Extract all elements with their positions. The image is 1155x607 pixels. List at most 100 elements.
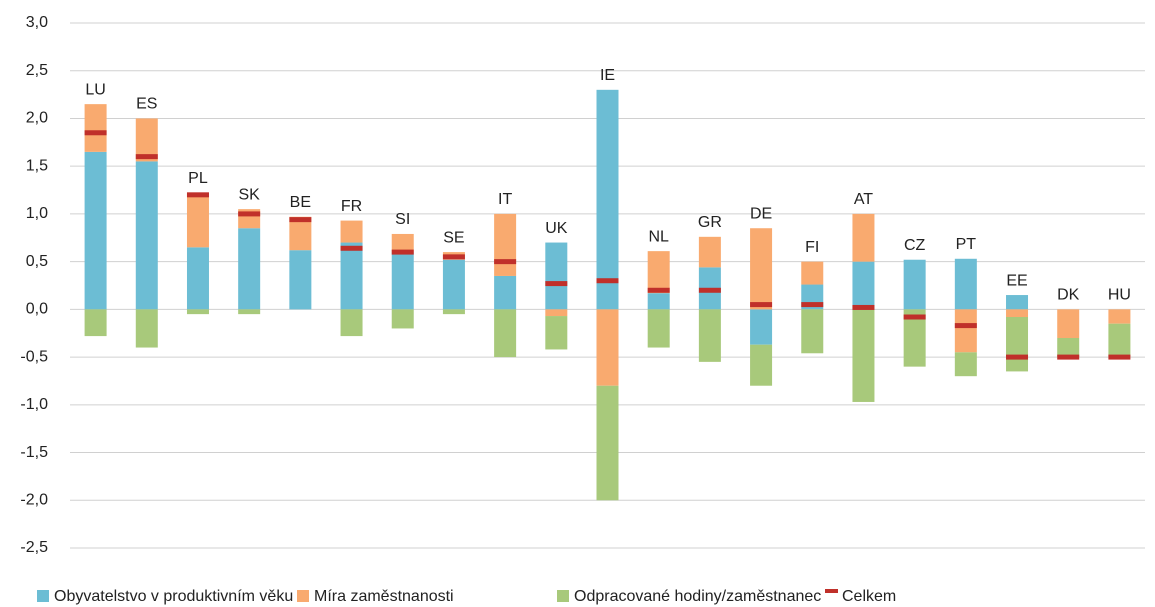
bar-segment <box>84 309 107 337</box>
y-tick-label: 0,5 <box>26 253 48 270</box>
bar-segment <box>903 259 926 310</box>
legend-label: Odpracované hodiny/zaměstnanec <box>574 588 821 605</box>
bar-segment <box>135 161 158 310</box>
legend-swatch <box>825 589 838 593</box>
bar-segment <box>494 309 517 358</box>
bar-segment <box>289 216 312 251</box>
category-label: BE <box>290 194 311 211</box>
y-tick-label: -0,5 <box>20 348 48 365</box>
bar-segment <box>596 385 619 501</box>
bar-segment <box>340 309 363 337</box>
bar-segment <box>698 236 721 268</box>
bar-segment <box>596 309 619 386</box>
category-label: PL <box>188 170 208 187</box>
bar-segment <box>135 309 158 348</box>
total-marker <box>545 281 568 287</box>
total-marker <box>801 302 824 308</box>
bar-segment <box>1006 309 1029 317</box>
y-tick-label: 2,0 <box>26 110 48 127</box>
bar-segment <box>852 213 875 262</box>
bar-segment <box>494 275 517 310</box>
bar-segment <box>391 252 414 310</box>
bar-segment <box>340 242 363 310</box>
bar-segment <box>954 352 977 377</box>
y-tick-label: -2,5 <box>20 539 48 556</box>
bar-segment <box>647 251 670 294</box>
category-label: EE <box>1006 272 1027 289</box>
bar-segment <box>903 309 926 367</box>
category-label: DE <box>750 205 772 222</box>
category-label: ES <box>136 96 157 113</box>
total-marker <box>750 302 773 308</box>
legend-label: Míra zaměstnanosti <box>314 588 454 605</box>
total-marker <box>596 278 619 284</box>
total-marker <box>494 259 517 265</box>
bar-segment <box>1006 295 1029 310</box>
total-marker <box>1108 354 1131 360</box>
category-label: DK <box>1057 287 1080 304</box>
y-tick-label: 1,5 <box>26 157 48 174</box>
bar-segment <box>647 309 670 348</box>
total-marker <box>238 211 261 217</box>
category-label: LU <box>85 81 105 98</box>
bar-segment <box>1057 338 1080 358</box>
bar-segment <box>698 309 721 362</box>
y-tick-label: 0,0 <box>26 301 48 318</box>
category-label: UK <box>545 220 568 237</box>
bar-segment <box>391 233 414 253</box>
total-marker <box>186 192 209 198</box>
bar-segment <box>135 118 158 162</box>
bar-segment <box>340 220 363 243</box>
total-marker <box>647 287 670 293</box>
category-label: SI <box>395 211 410 228</box>
legend-swatch <box>557 590 569 602</box>
bar-segment <box>442 309 465 315</box>
category-label: FR <box>341 198 362 215</box>
category-label: FI <box>805 239 819 256</box>
bar-segment <box>954 258 977 310</box>
bar-segment <box>84 151 107 310</box>
bar-segment <box>750 309 773 345</box>
bar-segment <box>84 104 107 152</box>
total-marker <box>340 245 363 251</box>
bar-segment <box>750 344 773 386</box>
bar-segment <box>801 261 824 285</box>
bar-segment <box>852 309 875 402</box>
y-tick-label: -1,0 <box>20 396 48 413</box>
category-label: IE <box>600 67 615 84</box>
bar-segment <box>545 242 568 310</box>
bar-segment <box>801 309 824 354</box>
bar-segment <box>238 309 261 315</box>
category-label: AT <box>854 191 873 208</box>
bar-segment <box>494 213 517 276</box>
bar-segment <box>1057 309 1080 338</box>
bar-segment <box>954 309 977 353</box>
bar-segment <box>750 228 773 310</box>
bar-segment <box>238 228 261 310</box>
legend-swatch <box>297 590 309 602</box>
bar-segment <box>545 316 568 350</box>
category-label: SE <box>443 229 464 246</box>
legend-swatch <box>37 590 49 602</box>
bar-segment <box>289 250 312 310</box>
bar-segment <box>596 89 619 310</box>
legend-label: Obyvatelstvo v produktivním věku <box>54 588 293 605</box>
bar-segment <box>186 192 209 248</box>
bar-segment <box>545 309 568 317</box>
total-marker <box>289 217 312 223</box>
bar-segment <box>647 293 670 310</box>
bar-segment <box>186 247 209 310</box>
y-tick-label: -1,5 <box>20 444 48 461</box>
bar-segment <box>852 261 875 310</box>
category-label: IT <box>498 191 512 208</box>
total-marker <box>1006 354 1029 360</box>
total-marker <box>903 314 926 320</box>
y-tick-label: 1,0 <box>26 205 48 222</box>
category-label: PT <box>956 236 977 253</box>
bar-segment <box>1108 309 1131 324</box>
total-marker <box>1057 354 1080 360</box>
category-label: NL <box>648 228 669 245</box>
category-label: HU <box>1108 287 1131 304</box>
total-marker <box>852 304 875 310</box>
